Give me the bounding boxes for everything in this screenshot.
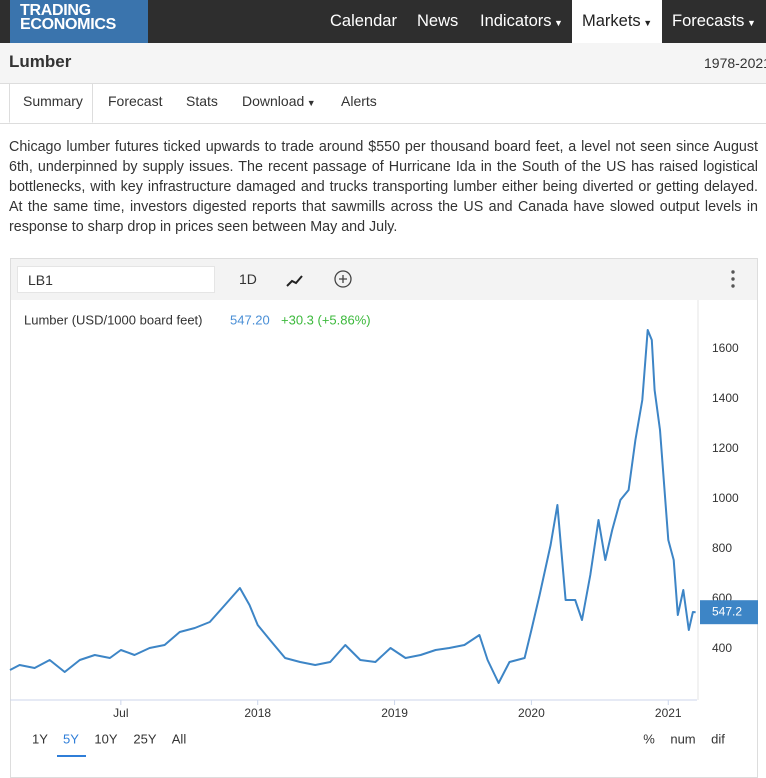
- nav-text: Markets: [582, 12, 641, 30]
- interval-button[interactable]: 1D: [239, 271, 257, 287]
- y-tick-label: 1600: [712, 341, 739, 355]
- menu-icon[interactable]: [731, 270, 735, 288]
- date-range: 1978-2021: [704, 55, 766, 71]
- range-button[interactable]: 1Y: [32, 731, 48, 746]
- logo-line: ECONOMICS: [20, 16, 116, 33]
- x-tick-label: 2021: [655, 706, 682, 720]
- tab[interactable]: Forecast: [108, 93, 163, 109]
- add-icon[interactable]: [334, 270, 352, 288]
- line-series: [9, 329, 696, 684]
- nav-text: Indicators: [480, 12, 552, 30]
- mode-button[interactable]: num: [670, 731, 695, 746]
- logo[interactable]: TRADING ECONOMICS: [10, 0, 148, 43]
- legend-change: +30.3 (+5.86%): [281, 312, 371, 327]
- legend-name: Lumber (USD/1000 board feet): [24, 312, 202, 327]
- add-icon-plus: [339, 275, 347, 283]
- nav-item[interactable]: Calendar: [330, 12, 397, 30]
- tab[interactable]: Download ▼: [242, 93, 316, 109]
- range-button-active[interactable]: 5Y: [63, 731, 79, 746]
- y-tick-label: 1400: [712, 391, 739, 405]
- y-tick-label: 800: [712, 541, 732, 555]
- y-tick-label: 1000: [712, 491, 739, 505]
- nav-item[interactable]: News: [417, 12, 459, 30]
- symbol-input[interactable]: LB1: [17, 266, 215, 293]
- description: Chicago lumber futures ticked upwards to…: [9, 139, 758, 235]
- page-title: Lumber: [9, 52, 72, 71]
- range-button[interactable]: All: [172, 731, 187, 746]
- x-tick-label: 2018: [244, 706, 271, 720]
- x-tick-label: 2020: [518, 706, 545, 720]
- tab[interactable]: Stats: [186, 93, 218, 109]
- logo-line: TRADING: [20, 2, 91, 19]
- y-tick-label: 400: [712, 641, 732, 655]
- range-button[interactable]: 10Y: [94, 731, 117, 746]
- y-tick-label: 1200: [712, 441, 739, 455]
- tab-active-box: [9, 83, 93, 123]
- x-tick-label: 2019: [381, 706, 408, 720]
- tab-text: Download: [242, 93, 305, 109]
- nav-text: Forecasts: [672, 12, 745, 30]
- tab[interactable]: Alerts: [341, 93, 377, 109]
- x-tick-label: Jul: [113, 706, 128, 720]
- tab-bar: [0, 83, 766, 124]
- range-button[interactable]: 25Y: [133, 731, 156, 746]
- mode-button[interactable]: dif: [711, 731, 725, 746]
- nav-item[interactable]: Indicators ▼: [480, 12, 563, 30]
- last-value-box: [700, 600, 758, 625]
- legend-last: 547.20: [230, 312, 270, 327]
- last-value-label: 547.2: [712, 604, 742, 618]
- title-bar: [0, 43, 766, 84]
- chart-type-icon[interactable]: [286, 275, 303, 287]
- nav-item[interactable]: Markets ▼: [572, 0, 663, 43]
- mode-button[interactable]: %: [643, 731, 655, 746]
- tab[interactable]: Summary: [23, 93, 83, 109]
- nav-item[interactable]: Forecasts ▼: [672, 12, 756, 30]
